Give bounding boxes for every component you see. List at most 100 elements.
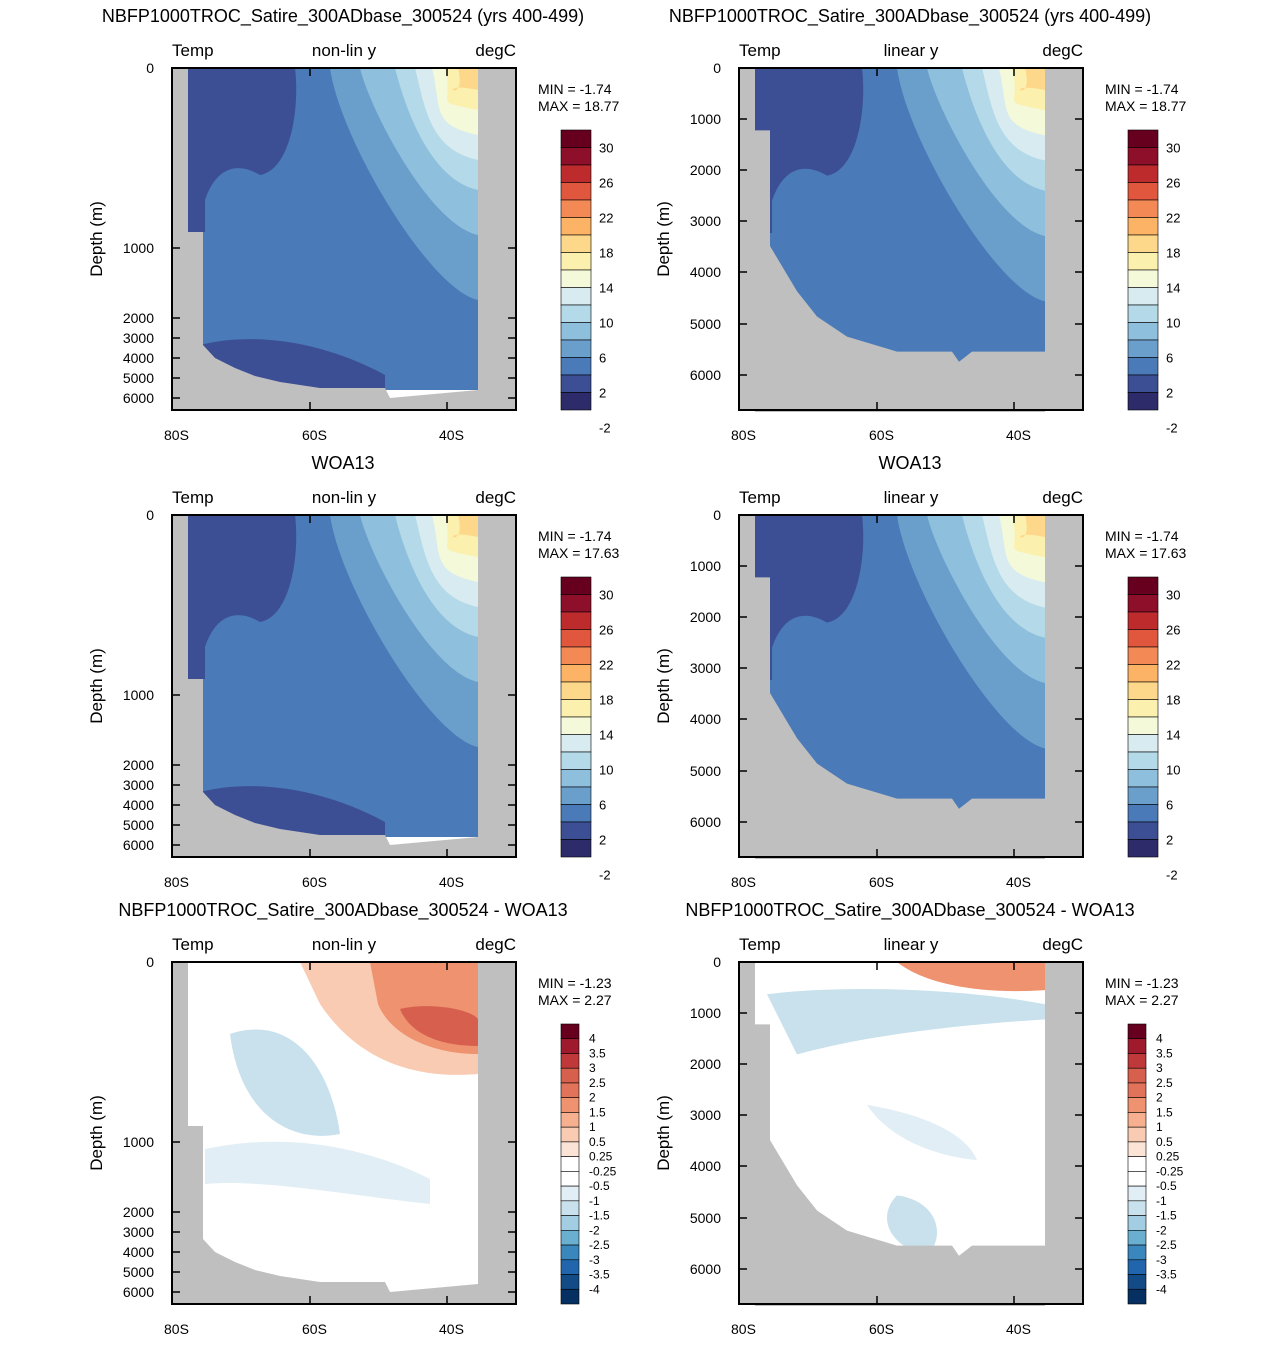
land-seafloor: [188, 1126, 478, 1304]
y-tick-label: 3000: [123, 1224, 154, 1240]
colorbar-swatch: [560, 734, 592, 753]
colorbar-label: -2.5: [589, 1238, 610, 1252]
colorbar-swatch: [560, 786, 592, 805]
x-tick-label: 80S: [164, 427, 189, 443]
colorbar-swatch: [1127, 681, 1159, 700]
variable-label: Temp: [739, 41, 781, 60]
max-value: MAX = 18.77: [1105, 98, 1187, 114]
field-band: [887, 1195, 937, 1256]
difference-field-linear: [755, 962, 1045, 1291]
colorbar-swatch: [1127, 252, 1159, 271]
colorbar-label: 3.5: [1156, 1046, 1173, 1060]
colorbar-swatch: [560, 1274, 580, 1290]
land-mask: [739, 515, 1083, 860]
x-tick-label: 60S: [869, 874, 894, 890]
y-tick-label: 3000: [690, 213, 721, 229]
colorbar-swatch: [560, 1126, 580, 1143]
colorbar-swatch: [560, 1215, 580, 1231]
colorbar-label: 10: [1166, 316, 1180, 331]
colorbar-swatch: [1127, 182, 1159, 201]
min-value: MIN = -1.74: [538, 81, 612, 97]
y-tick-label: 2000: [123, 1204, 154, 1220]
colorbar-label: -2: [589, 1223, 600, 1237]
colorbar-label: 0.25: [589, 1150, 613, 1164]
colorbar-swatch: [1127, 611, 1159, 630]
colorbar-label: 30: [599, 588, 613, 603]
colorbar-swatch: [560, 339, 592, 358]
unit-label: degC: [475, 935, 516, 954]
colorbar-label: 30: [599, 141, 613, 156]
colorbar-label: 2: [1166, 833, 1173, 848]
panel-title: WOA13: [878, 453, 941, 473]
colorbar-swatch: [560, 1156, 580, 1172]
land-mask: [172, 962, 516, 1304]
colorbar-swatch: [1127, 1230, 1147, 1246]
colorbar-swatch: [560, 1053, 580, 1069]
colorbar-label: 26: [1166, 176, 1180, 191]
colorbar-swatch: [560, 839, 592, 858]
colorbar-swatch: [1127, 1200, 1147, 1216]
temperature-field-nonlin: [188, 68, 478, 390]
yscale-label: linear y: [884, 41, 939, 60]
panel-6: NBFP1000TROC_Satire_300ADbase_300524 - W…: [654, 900, 1184, 1337]
colorbar-label: 2: [599, 386, 606, 401]
colorbar-swatch: [1127, 629, 1159, 648]
colorbar-swatch: [1127, 734, 1159, 753]
y-tick-label: 3000: [690, 660, 721, 676]
x-tick-label: 80S: [164, 1321, 189, 1337]
land-north: [1045, 68, 1083, 410]
variable-label: Temp: [172, 488, 214, 507]
colorbar-swatch: [560, 1082, 580, 1098]
colorbar-swatch: [1127, 1185, 1147, 1202]
colorbar-swatch: [560, 252, 592, 271]
colorbar-label: 2: [589, 1091, 596, 1105]
plot-frame: [738, 67, 1084, 411]
yscale-label: non-lin y: [312, 935, 377, 954]
variable-label: Temp: [739, 935, 781, 954]
colorbar-swatch: [560, 182, 592, 201]
colorbar-swatch: [560, 576, 592, 595]
plot-frame: [738, 961, 1084, 1305]
colorbar-swatch: [1127, 699, 1159, 718]
colorbar-swatch: [1127, 234, 1159, 253]
land-north: [478, 515, 516, 857]
colorbar-label: 1.5: [589, 1105, 606, 1119]
colorbar-label: -3: [589, 1253, 600, 1267]
colorbar-swatch: [1127, 664, 1159, 683]
colorbar-swatch: [560, 269, 592, 288]
colorbar-label: -2: [599, 421, 611, 436]
y-tick-label: 6000: [690, 1261, 721, 1277]
colorbar-swatch: [1127, 1156, 1147, 1172]
colorbar-swatch: [1127, 1288, 1147, 1305]
colorbar-swatch: [1127, 804, 1159, 823]
variable-label: Temp: [172, 935, 214, 954]
colorbar-swatch: [1127, 147, 1159, 166]
x-tick-label: 40S: [1006, 874, 1031, 890]
colorbar-label: 18: [599, 693, 613, 708]
field-band: [1020, 515, 1045, 538]
colorbar-label: -0.25: [589, 1164, 617, 1178]
colorbar-label: -1.5: [589, 1209, 610, 1223]
colorbar-swatch: [1127, 1097, 1147, 1113]
land-north: [1045, 515, 1083, 857]
colorbar-swatch: [560, 1288, 580, 1305]
panel-title: NBFP1000TROC_Satire_300ADbase_300524 - W…: [685, 900, 1134, 921]
colorbar-swatch: [560, 646, 592, 665]
colorbar-label: 2: [1166, 386, 1173, 401]
colorbar-label: 3: [589, 1061, 596, 1075]
colorbar-swatch: [560, 804, 592, 823]
y-tick-label: 5000: [123, 817, 154, 833]
cold-surface-water: [188, 515, 297, 679]
colorbar-swatch: [560, 234, 592, 253]
colorbar-label: 1: [1156, 1120, 1163, 1134]
colorbar-label: 6: [599, 351, 606, 366]
colorbar-label: 14: [1166, 728, 1180, 743]
land-mask: [172, 68, 516, 410]
max-value: MAX = 17.63: [1105, 545, 1187, 561]
colorbar-swatch: [1127, 1259, 1147, 1275]
colorbar-label: 2.5: [1156, 1076, 1173, 1090]
colorbar-label: 2: [1156, 1091, 1163, 1105]
colorbar-swatch: [1127, 769, 1159, 788]
colorbar-label: -2.5: [1156, 1238, 1177, 1252]
colorbar-label: 18: [599, 246, 613, 261]
